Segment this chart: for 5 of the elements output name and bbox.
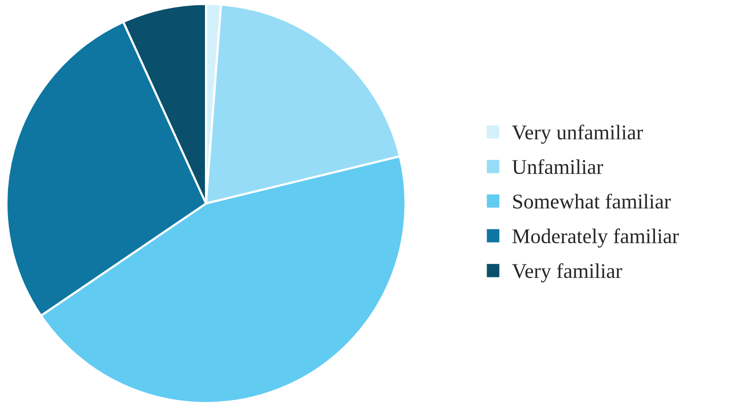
legend-label: Very unfamiliar bbox=[512, 124, 643, 144]
legend-label: Somewhat familiar bbox=[513, 194, 671, 209]
legend-label: Moderately familiar bbox=[512, 228, 679, 248]
legend-label: Unfamiliar bbox=[512, 159, 604, 174]
legend-label: Very familiar bbox=[512, 263, 622, 282]
